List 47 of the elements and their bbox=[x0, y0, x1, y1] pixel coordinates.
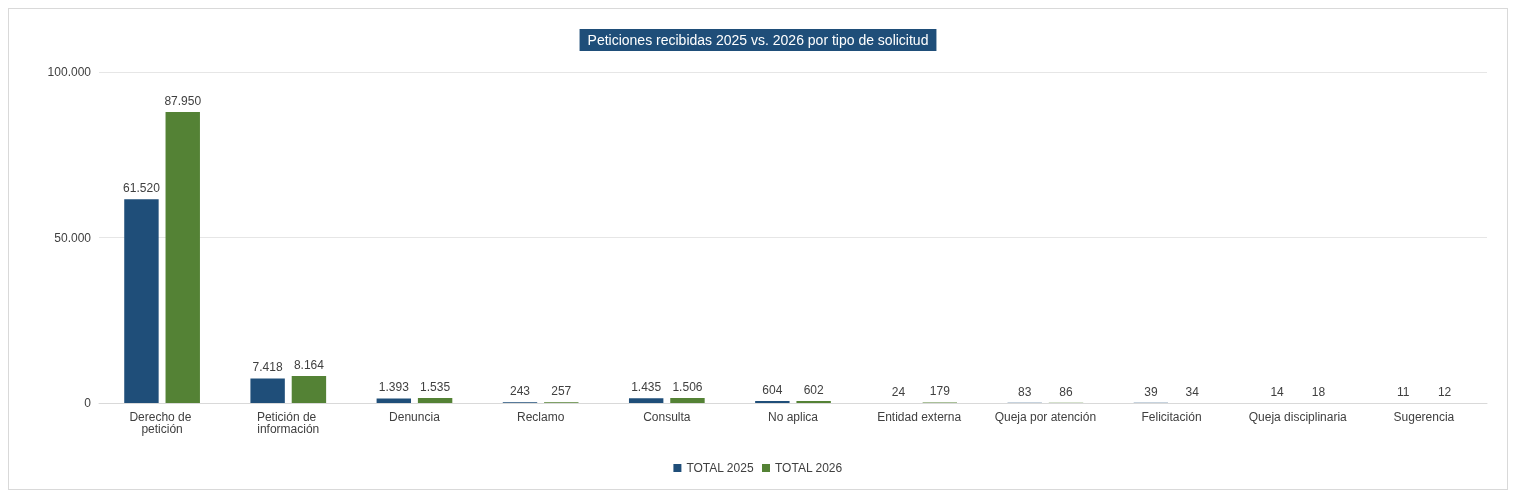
data-label: 14 bbox=[1270, 384, 1285, 399]
data-label: 24 bbox=[891, 384, 906, 399]
x-tick-label: Queja por atención bbox=[994, 410, 1097, 424]
data-label: 39 bbox=[1144, 384, 1158, 399]
data-label: 179 bbox=[929, 384, 951, 399]
bar bbox=[670, 398, 705, 403]
data-label: 243 bbox=[509, 384, 531, 399]
x-tick-label: Entidad externa bbox=[877, 410, 962, 424]
y-tick-label: 0 bbox=[84, 396, 92, 410]
bar bbox=[376, 398, 412, 403]
x-tick-label: Petición de información bbox=[256, 410, 320, 436]
data-label: 8.164 bbox=[293, 357, 325, 372]
data-label: 18 bbox=[1311, 384, 1326, 399]
bar bbox=[165, 111, 200, 403]
data-label: 1.535 bbox=[420, 379, 451, 394]
bar bbox=[291, 375, 327, 403]
legend-label: TOTAL 2026 bbox=[775, 461, 843, 475]
data-label: 34 bbox=[1185, 384, 1200, 399]
x-tick-label: Denuncia bbox=[389, 410, 441, 424]
data-label: 7.418 bbox=[252, 360, 283, 375]
data-label: 1.506 bbox=[672, 380, 703, 395]
x-tick-label: Reclamo bbox=[516, 410, 565, 424]
chart-title: Peticiones recibidas 2025 vs. 2026 por tipo de solicitud bbox=[587, 32, 929, 48]
y-tick-label: 50.000 bbox=[54, 230, 92, 245]
x-tick-label: Felicitación bbox=[1141, 410, 1202, 424]
data-label: 83 bbox=[1018, 384, 1032, 399]
x-tick-label: Derecho de petición bbox=[129, 410, 195, 436]
data-label: 1.435 bbox=[631, 380, 662, 395]
x-tick-label: Consulta bbox=[643, 410, 691, 424]
data-label: 87.950 bbox=[164, 93, 202, 108]
bar bbox=[124, 199, 159, 403]
legend-label: TOTAL 2025 bbox=[686, 461, 754, 475]
bar bbox=[250, 378, 285, 403]
bar bbox=[628, 398, 664, 403]
x-tick-label: No aplica bbox=[767, 410, 819, 424]
data-label: 11 bbox=[1397, 384, 1410, 399]
y-tick-label: 100.000 bbox=[47, 65, 92, 79]
x-tick-label: Sugerencia bbox=[1393, 410, 1455, 424]
data-label: 61.520 bbox=[123, 181, 161, 196]
data-label: 257 bbox=[551, 384, 572, 399]
x-tick-label: Queja disciplinaria bbox=[1248, 410, 1348, 424]
bar bbox=[417, 397, 453, 403]
data-label: 602 bbox=[803, 383, 824, 398]
data-label: 604 bbox=[762, 383, 783, 397]
data-label: 12 bbox=[1437, 384, 1452, 399]
data-label: 1.393 bbox=[378, 380, 410, 395]
data-label: 86 bbox=[1059, 384, 1074, 399]
